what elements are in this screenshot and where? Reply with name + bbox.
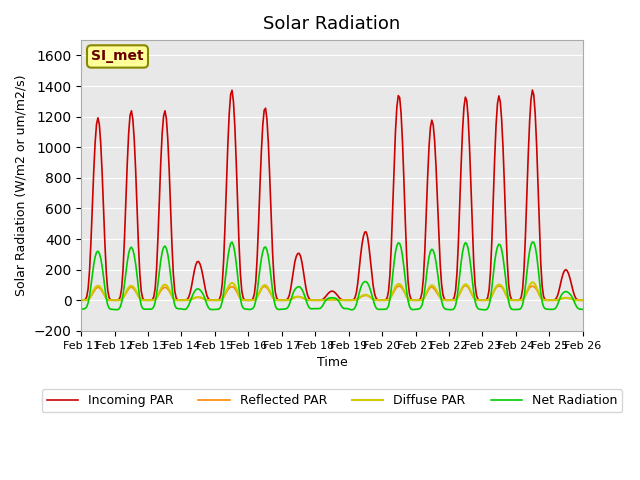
Reflected PAR — [252, 296, 260, 302]
Diffuse PAR — [579, 297, 586, 303]
Incoming PAR — [244, 297, 252, 303]
Diffuse PAR — [227, 281, 234, 287]
Line: Net Radiation: Net Radiation — [81, 242, 582, 310]
Net Radiation — [227, 240, 234, 246]
Diffuse PAR — [529, 279, 536, 285]
Net Radiation — [481, 307, 489, 313]
Reflected PAR — [244, 297, 252, 303]
Net Radiation — [554, 302, 561, 308]
Incoming PAR — [77, 297, 85, 303]
Diffuse PAR — [77, 297, 85, 303]
Reflected PAR — [77, 297, 85, 303]
Diffuse PAR — [139, 297, 147, 303]
Diffuse PAR — [252, 296, 260, 301]
Diffuse PAR — [545, 297, 553, 303]
Net Radiation — [139, 305, 147, 311]
Incoming PAR — [554, 293, 561, 299]
Reflected PAR — [227, 284, 234, 290]
Net Radiation — [77, 306, 85, 312]
X-axis label: Time: Time — [317, 356, 348, 369]
Diffuse PAR — [554, 297, 561, 303]
Incoming PAR — [545, 297, 553, 303]
Net Radiation — [579, 307, 586, 312]
Net Radiation — [297, 285, 305, 290]
Line: Diffuse PAR: Diffuse PAR — [81, 282, 582, 300]
Incoming PAR — [579, 297, 586, 303]
Incoming PAR — [297, 253, 305, 259]
Y-axis label: Solar Radiation (W/m2 or um/m2/s): Solar Radiation (W/m2 or um/m2/s) — [15, 75, 28, 296]
Diffuse PAR — [244, 297, 252, 303]
Reflected PAR — [297, 294, 305, 300]
Reflected PAR — [579, 297, 586, 303]
Line: Incoming PAR: Incoming PAR — [81, 90, 582, 300]
Net Radiation — [529, 239, 536, 245]
Reflected PAR — [554, 297, 561, 303]
Incoming PAR — [227, 92, 234, 97]
Incoming PAR — [252, 278, 260, 284]
Net Radiation — [252, 298, 260, 303]
Net Radiation — [244, 306, 252, 312]
Title: Solar Radiation: Solar Radiation — [263, 15, 401, 33]
Line: Reflected PAR: Reflected PAR — [81, 286, 582, 300]
Legend: Incoming PAR, Reflected PAR, Diffuse PAR, Net Radiation: Incoming PAR, Reflected PAR, Diffuse PAR… — [42, 389, 622, 412]
Incoming PAR — [139, 295, 147, 301]
Reflected PAR — [139, 297, 147, 303]
Diffuse PAR — [297, 294, 305, 300]
Reflected PAR — [545, 297, 553, 303]
Incoming PAR — [529, 87, 536, 93]
Reflected PAR — [461, 283, 469, 288]
Text: SI_met: SI_met — [91, 49, 144, 63]
